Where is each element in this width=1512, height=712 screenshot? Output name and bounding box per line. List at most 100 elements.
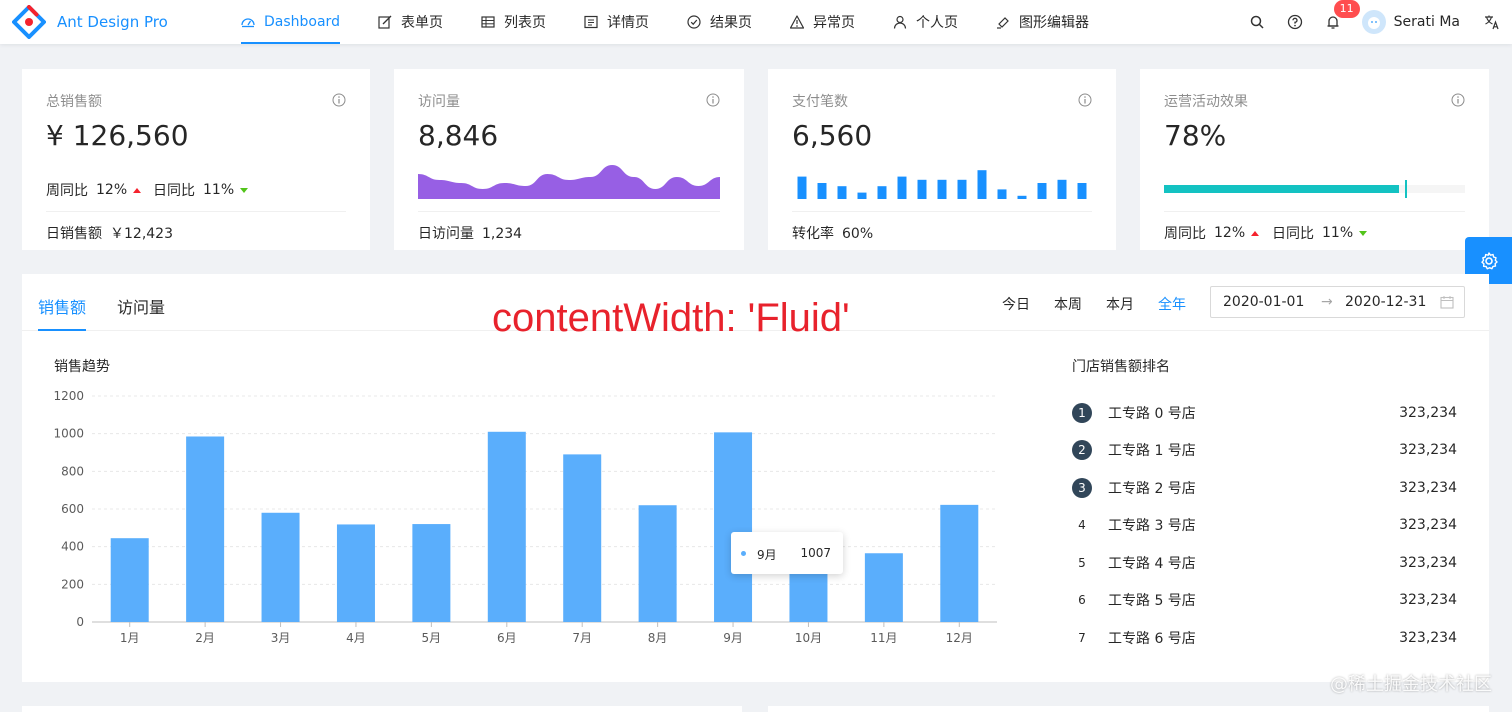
form-icon — [378, 15, 392, 29]
bar-2月 — [186, 436, 225, 622]
header-notifications[interactable]: 11 — [1314, 0, 1360, 44]
tooltip-value: 1007 — [800, 546, 831, 560]
rank-number: 3 — [1072, 477, 1092, 498]
date-range-picker[interactable]: 2020-01-01 → 2020-12-31 — [1210, 286, 1465, 318]
date-start-input[interactable]: 2020-01-01 — [1223, 294, 1305, 310]
info-circle-icon[interactable] — [1451, 93, 1465, 107]
rank-store-name: 工专路 5 号店 — [1108, 593, 1196, 610]
footer-label: 日访问量 — [418, 226, 474, 242]
tab-visits[interactable]: 访问量 — [117, 298, 166, 317]
chart-title: 销售趋势 — [54, 359, 110, 375]
tab-sales[interactable]: 销售额 — [38, 298, 87, 317]
progress-fill — [1164, 185, 1399, 193]
stat-value: 8,846 — [418, 119, 499, 152]
trend-value: 12% — [96, 182, 128, 198]
rank-store-name: 工专路 0 号店 — [1108, 405, 1196, 422]
bar-1月 — [110, 538, 149, 622]
bar-8月 — [638, 505, 677, 622]
range-year[interactable]: 全年 — [1158, 297, 1186, 313]
bar-5月 — [412, 524, 451, 622]
menu-item-form[interactable]: 表单页 — [359, 0, 462, 44]
sales-tabs: 销售额 访问量 今日 本周 本月 全年 2020-01-01 → 2020-12… — [22, 274, 1489, 340]
list-item: 3 工专路 2 号店 323,234 — [1072, 469, 1457, 507]
mini-bar — [1037, 183, 1047, 199]
logo[interactable]: Ant Design Pro — [12, 5, 212, 39]
day-trend: 日同比 11% — [1272, 223, 1368, 243]
range-week[interactable]: 本周 — [1054, 297, 1082, 313]
gear-icon — [1480, 251, 1498, 269]
menu-item-account[interactable]: 个人页 — [874, 0, 977, 44]
rank-value: 323,234 — [1399, 479, 1457, 496]
y-tick-label: 1000 — [53, 427, 84, 441]
menu-item-label: 列表页 — [503, 15, 546, 31]
bar-3月 — [261, 512, 300, 622]
stat-card-total-sales: 总销售额 ¥ 126,560 周同比 12% 日同比 11% 日销售额 ￥12,4… — [22, 69, 370, 250]
user-name: Serati Ma — [1393, 14, 1460, 30]
dashboard-icon — [241, 18, 255, 28]
y-tick-label: 600 — [61, 502, 84, 516]
notification-badge: 11 — [1333, 0, 1360, 18]
rank-store-name: 工专路 1 号店 — [1108, 443, 1196, 460]
warning-icon — [789, 15, 804, 29]
bar-4月 — [336, 524, 375, 622]
footer-value: 60% — [842, 226, 874, 242]
list-item: 1 工专路 0 号店 323,234 — [1072, 394, 1457, 432]
divider — [1164, 211, 1465, 212]
header-help[interactable] — [1276, 0, 1314, 44]
sales-panel: 销售额 访问量 今日 本周 本月 全年 2020-01-01 → 2020-12… — [22, 274, 1489, 682]
list-item: 6 工专路 5 号店 323,234 — [1072, 582, 1457, 620]
info-circle-icon[interactable] — [332, 93, 346, 107]
bar-9月 — [714, 432, 753, 622]
range-today[interactable]: 今日 — [1002, 297, 1030, 313]
menu-item-editor[interactable]: 图形编辑器 — [977, 0, 1108, 44]
header-search[interactable] — [1238, 0, 1276, 44]
menu-item-profile[interactable]: 详情页 — [565, 0, 668, 44]
list-item: 7 工专路 6 号店 323,234 — [1072, 619, 1457, 657]
x-tick-label: 7月 — [572, 631, 592, 645]
rank-store-name: 工专路 3 号店 — [1108, 518, 1196, 535]
mini-bar — [897, 176, 907, 199]
menu-item-result[interactable]: 结果页 — [668, 0, 771, 44]
y-tick-label: 0 — [76, 615, 84, 629]
rank-value: 323,234 — [1399, 592, 1457, 609]
menu-item-list[interactable]: 列表页 — [462, 0, 565, 44]
translation-icon — [1485, 15, 1499, 30]
language-switch[interactable] — [1472, 0, 1512, 44]
tab-ink-bar — [38, 329, 86, 331]
range-month[interactable]: 本月 — [1106, 297, 1134, 313]
bar-7月 — [563, 454, 602, 622]
bar-11月 — [864, 553, 903, 622]
menu-item-label: 表单页 — [400, 15, 443, 31]
divider — [418, 211, 720, 212]
rank-store-name: 工专路 6 号店 — [1108, 630, 1196, 647]
stat-card-operations: 运营活动效果 78% 周同比 12% 日同比 11% — [1140, 69, 1489, 250]
trend-label: 周同比 — [46, 183, 88, 199]
info-circle-icon[interactable] — [706, 93, 720, 107]
mini-bar — [797, 176, 807, 199]
highlight-icon — [996, 17, 1009, 29]
progress-target-marker — [1404, 180, 1407, 198]
rank-number: 2 — [1072, 440, 1092, 461]
user-icon — [893, 15, 907, 29]
rank-number: 6 — [1078, 593, 1086, 608]
menu-item-label: 异常页 — [812, 15, 855, 31]
bottom-card-left — [22, 706, 742, 712]
menu-item-dashboard[interactable]: Dashboard — [222, 0, 359, 44]
trend-value: 12% — [1214, 225, 1246, 241]
mini-bar — [977, 170, 987, 199]
menu-item-exception[interactable]: 异常页 — [771, 0, 874, 44]
stat-title: 访问量 — [418, 94, 460, 110]
rank-value: 323,234 — [1399, 442, 1457, 459]
info-circle-icon[interactable] — [1078, 93, 1092, 107]
date-end-input[interactable]: 2020-12-31 — [1345, 294, 1427, 310]
x-tick-label: 10月 — [795, 631, 822, 645]
avatar-icon — [1367, 17, 1380, 29]
stat-title: 总销售额 — [46, 94, 102, 110]
list-item: 4 工专路 3 号店 323,234 — [1072, 507, 1457, 545]
caret-up-icon — [1251, 230, 1260, 236]
stat-card-visits: 访问量 8,846 日访问量 1,234 — [394, 69, 744, 250]
rank-value: 323,234 — [1399, 517, 1457, 534]
trend-value: 11% — [203, 182, 235, 198]
user-menu[interactable]: Serati Ma — [1352, 0, 1472, 44]
question-circle-icon — [1287, 14, 1302, 30]
